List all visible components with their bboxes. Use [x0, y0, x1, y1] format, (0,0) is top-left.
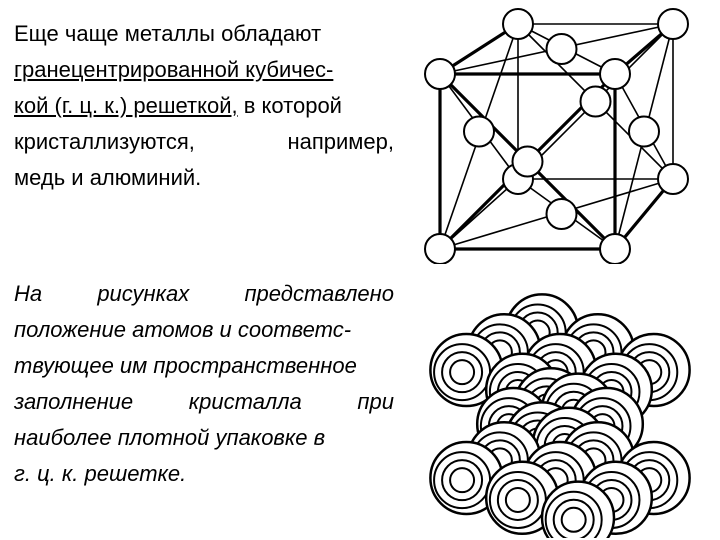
p2-line5: наиболее плотной упаковке в — [14, 420, 394, 456]
p1-line5: медь и алюминий. — [14, 160, 394, 196]
p2-line2: положение атомов и соответс- — [14, 312, 394, 348]
paragraph-1: Еще чаще металлы обладают гранецентриров… — [14, 16, 394, 196]
close-packing-diagram — [410, 278, 710, 538]
p1-line2: гранецентрированной кубичес- — [14, 52, 394, 88]
p1-line3: кой (г. ц. к.) решеткой, в которой — [14, 88, 394, 124]
paragraph-2: Нарисункахпредставлено положение атомов … — [14, 276, 394, 492]
p2-line1: Нарисункахпредставлено — [14, 276, 394, 312]
p1-line4: кристаллизуются,например, — [14, 124, 394, 160]
fcc-lattice-diagram — [410, 4, 710, 264]
p1-line1: Еще чаще металлы обладают — [14, 16, 394, 52]
p2-line3: твующее им пространственное — [14, 348, 394, 384]
p2-line4: заполнениекристаллапри — [14, 384, 394, 420]
p2-line6: г. ц. к. решетке. — [14, 456, 394, 492]
